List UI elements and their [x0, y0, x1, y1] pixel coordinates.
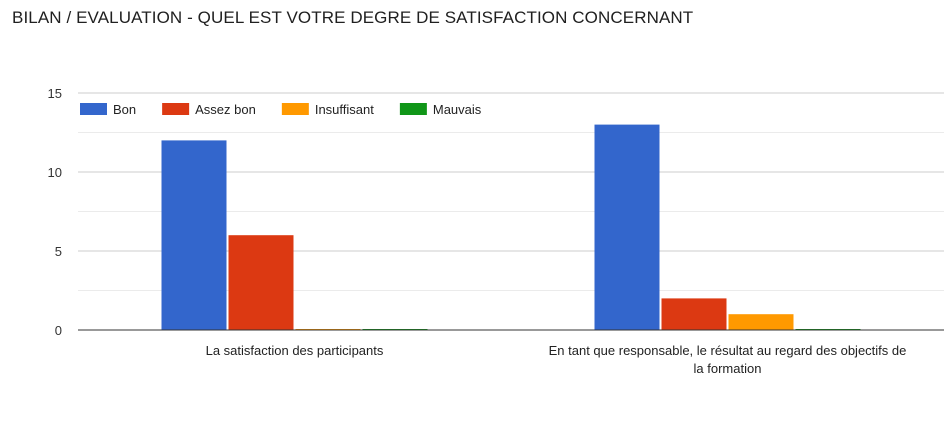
bar-assez-bon-1: [228, 235, 294, 330]
bar-insuffisant-2: [728, 314, 794, 330]
category-label-1-line-1: La satisfaction des participants: [206, 343, 384, 358]
legend-label-assez-bon: Assez bon: [195, 102, 256, 117]
legend-swatch-bon: [80, 103, 107, 115]
y-tick-label-3: 15: [48, 86, 62, 101]
legend-swatch-assez-bon: [162, 103, 190, 115]
bar-bon-2: [594, 124, 660, 330]
legend-label-bon: Bon: [113, 102, 136, 117]
category-label-2-line-1: En tant que responsable, le résultat au …: [549, 343, 907, 358]
legend-swatch-mauvais: [399, 103, 427, 115]
y-tick-label-1: 5: [55, 244, 62, 259]
legend-swatch-insuffisant: [281, 103, 309, 115]
legend-label-insuffisant: Insuffisant: [315, 102, 374, 117]
chart-title: BILAN / EVALUATION - QUEL EST VOTRE DEGR…: [12, 8, 694, 27]
y-tick-label-2: 10: [48, 165, 62, 180]
category-label-2-line-2: la formation: [694, 361, 762, 376]
bar-bon-1: [161, 140, 227, 330]
bar-assez-bon-2: [661, 298, 727, 330]
y-tick-label-0: 0: [55, 323, 62, 338]
legend-label-mauvais: Mauvais: [433, 102, 482, 117]
